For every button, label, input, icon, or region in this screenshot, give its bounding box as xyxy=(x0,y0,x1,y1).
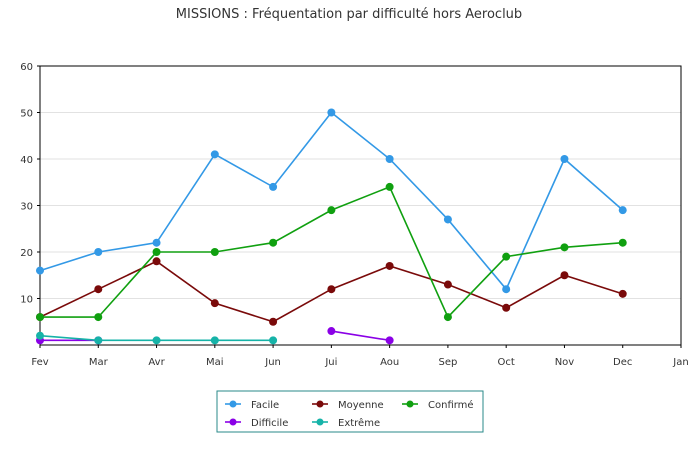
x-tick-label: Avr xyxy=(148,357,165,368)
x-tick-label: Mai xyxy=(206,357,224,368)
data-point xyxy=(94,313,103,322)
x-tick-label: Mar xyxy=(89,357,109,368)
legend-item: Facile xyxy=(225,400,279,411)
legend-item: Moyenne xyxy=(312,400,384,411)
data-point xyxy=(269,317,278,326)
legend-swatch-marker xyxy=(316,418,324,426)
data-point xyxy=(94,336,103,345)
data-point xyxy=(210,248,219,256)
y-tick-label: 50 xyxy=(20,109,33,120)
x-tick-label: Jan xyxy=(672,357,688,368)
x-tick-label: Jun xyxy=(264,357,281,368)
legend-swatch-marker xyxy=(406,400,414,408)
legend-label: Moyenne xyxy=(338,400,384,411)
data-point xyxy=(94,248,103,256)
data-point xyxy=(385,336,394,345)
y-axis: 10 20 30 40 50 60 xyxy=(20,62,40,306)
chart-title: MISSIONS : Fréquentation par difficulté … xyxy=(176,7,522,22)
data-point xyxy=(385,261,394,270)
x-axis: Fev Mar Avr Mai Jun Jui Aou Sep Oct Nov Dec Jan xyxy=(31,345,689,368)
data-point xyxy=(560,155,569,163)
series-group xyxy=(36,108,627,345)
data-point xyxy=(443,313,452,322)
legend-box xyxy=(216,390,484,433)
y-tick-label: 30 xyxy=(20,202,33,213)
data-point xyxy=(560,243,569,252)
data-point xyxy=(502,303,511,312)
data-point xyxy=(385,155,394,163)
x-tick-label: Oct xyxy=(498,357,515,368)
legend-label: Extrême xyxy=(338,417,380,429)
data-point xyxy=(210,150,219,159)
y-tick-label: 10 xyxy=(20,295,33,306)
data-point xyxy=(443,280,452,289)
data-point xyxy=(36,331,44,340)
data-point xyxy=(210,336,219,345)
data-point xyxy=(618,238,627,247)
series-line xyxy=(331,330,390,342)
legend-swatch-marker xyxy=(316,400,324,408)
data-point xyxy=(152,248,161,256)
data-point xyxy=(560,271,569,280)
data-point xyxy=(327,206,336,215)
x-tick-label: Nov xyxy=(555,357,575,368)
y-tick-label: 40 xyxy=(20,155,33,166)
data-point xyxy=(210,299,219,308)
data-point xyxy=(327,285,336,294)
series-confirmé xyxy=(36,182,627,322)
legend-item: Difficile xyxy=(225,418,288,429)
data-point xyxy=(327,327,336,336)
data-point xyxy=(385,182,394,191)
legend-swatch-marker xyxy=(229,418,237,426)
legend: Facile Moyenne Confirmé Difficile Extrême xyxy=(216,390,484,433)
series-moyenne xyxy=(36,257,627,326)
data-point xyxy=(152,238,161,247)
grid xyxy=(40,65,681,299)
y-tick-label: 60 xyxy=(20,62,33,73)
legend-label: Facile xyxy=(251,400,279,411)
y-tick-label: 20 xyxy=(20,248,33,259)
legend-label: Difficile xyxy=(251,418,288,429)
x-tick-label: Jui xyxy=(324,357,337,368)
data-point xyxy=(269,336,278,345)
series-facile xyxy=(36,108,627,294)
data-point xyxy=(152,336,161,345)
data-point xyxy=(327,108,336,117)
data-point xyxy=(152,257,161,266)
data-point xyxy=(618,289,627,298)
data-point xyxy=(502,285,511,294)
data-point xyxy=(269,182,278,191)
data-point xyxy=(36,313,44,322)
legend-swatch-marker xyxy=(229,400,237,408)
legend-item: Extrême xyxy=(312,417,380,429)
data-point xyxy=(269,238,278,247)
data-point xyxy=(94,285,103,294)
series-line xyxy=(39,111,624,291)
x-tick-label: Fev xyxy=(31,357,48,368)
x-tick-label: Sep xyxy=(438,357,457,368)
legend-label: Confirmé xyxy=(428,399,474,411)
x-tick-label: Aou xyxy=(380,357,399,368)
legend-item: Confirmé xyxy=(402,399,474,411)
data-point xyxy=(443,215,452,224)
data-point xyxy=(618,206,627,215)
data-point xyxy=(36,266,44,275)
x-tick-label: Dec xyxy=(613,357,632,368)
series-extrême xyxy=(36,331,278,345)
data-point xyxy=(502,252,511,261)
